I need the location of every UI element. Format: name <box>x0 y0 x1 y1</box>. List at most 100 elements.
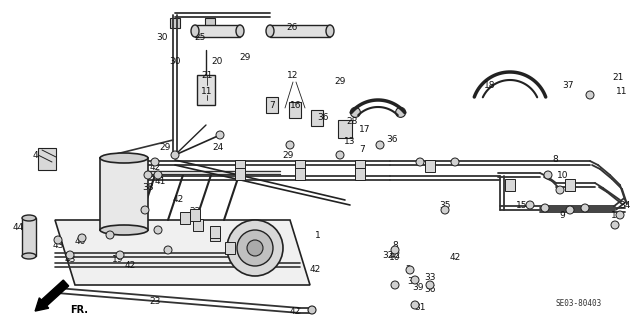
Text: 21: 21 <box>202 70 212 79</box>
Text: 31: 31 <box>414 303 426 313</box>
Circle shape <box>237 230 273 266</box>
Ellipse shape <box>100 225 148 235</box>
Circle shape <box>611 221 619 229</box>
Circle shape <box>391 281 399 289</box>
Circle shape <box>411 276 419 284</box>
Bar <box>295 160 305 172</box>
Circle shape <box>216 131 224 139</box>
Circle shape <box>336 151 344 159</box>
Text: 30: 30 <box>169 57 180 66</box>
Text: 8: 8 <box>392 241 398 249</box>
Bar <box>425 160 435 172</box>
Text: 8: 8 <box>552 155 558 165</box>
Text: 28: 28 <box>346 117 358 127</box>
Circle shape <box>426 281 434 289</box>
Bar <box>355 168 365 180</box>
Bar <box>190 209 200 221</box>
Ellipse shape <box>236 25 244 37</box>
Ellipse shape <box>191 25 199 37</box>
Bar <box>195 25 240 37</box>
Text: 5: 5 <box>212 227 218 236</box>
Bar <box>38 148 56 170</box>
Text: 13: 13 <box>344 137 356 146</box>
Ellipse shape <box>100 153 148 163</box>
Text: 32: 32 <box>382 250 394 259</box>
Text: 39: 39 <box>412 284 424 293</box>
FancyArrow shape <box>35 280 68 311</box>
Text: 34: 34 <box>620 201 630 210</box>
Text: 43: 43 <box>52 241 64 249</box>
Circle shape <box>106 231 114 239</box>
Circle shape <box>556 186 564 194</box>
Circle shape <box>416 158 424 166</box>
Text: 10: 10 <box>389 254 401 263</box>
Text: 16: 16 <box>291 100 301 109</box>
Bar <box>193 219 203 231</box>
Text: 19: 19 <box>112 256 124 264</box>
Bar <box>235 168 245 180</box>
Circle shape <box>171 151 179 159</box>
Bar <box>338 120 352 138</box>
Bar <box>22 218 36 256</box>
Text: SE03-80403: SE03-80403 <box>555 299 601 308</box>
Text: 3: 3 <box>225 243 231 253</box>
Text: 24: 24 <box>212 144 223 152</box>
Text: 37: 37 <box>563 80 573 90</box>
Bar <box>505 179 515 191</box>
Ellipse shape <box>22 253 36 259</box>
Text: 36: 36 <box>424 286 436 294</box>
Text: 36: 36 <box>407 278 419 286</box>
Bar <box>295 168 305 180</box>
Circle shape <box>526 201 534 209</box>
Polygon shape <box>55 220 310 285</box>
Text: 29: 29 <box>334 78 346 86</box>
Ellipse shape <box>22 215 36 221</box>
Bar <box>225 242 235 254</box>
Ellipse shape <box>266 25 274 37</box>
Bar <box>210 226 220 238</box>
Text: 42: 42 <box>149 164 161 173</box>
Text: 36: 36 <box>387 136 397 145</box>
Text: 40: 40 <box>74 238 86 247</box>
Circle shape <box>286 141 294 149</box>
Text: 25: 25 <box>195 33 205 42</box>
Circle shape <box>396 108 406 117</box>
Text: 21: 21 <box>612 73 624 83</box>
Circle shape <box>154 171 162 179</box>
Circle shape <box>616 211 624 219</box>
Text: 23: 23 <box>149 298 161 307</box>
Text: 29: 29 <box>239 54 251 63</box>
Circle shape <box>376 141 384 149</box>
Text: 42: 42 <box>449 254 461 263</box>
Bar <box>311 110 323 126</box>
Circle shape <box>247 240 263 256</box>
Bar <box>289 102 301 118</box>
Bar <box>235 160 245 172</box>
Circle shape <box>151 158 159 166</box>
Circle shape <box>54 236 62 244</box>
Circle shape <box>586 91 594 99</box>
Text: 41: 41 <box>154 177 166 187</box>
Text: 43: 43 <box>64 256 76 264</box>
Bar <box>205 18 215 28</box>
Bar <box>100 158 148 230</box>
Text: 42: 42 <box>124 261 136 270</box>
Bar <box>197 75 215 105</box>
Circle shape <box>78 234 86 242</box>
Circle shape <box>441 206 449 214</box>
Text: 6: 6 <box>105 227 111 236</box>
Circle shape <box>391 246 399 254</box>
Circle shape <box>66 251 74 259</box>
Text: 15: 15 <box>516 201 528 210</box>
Circle shape <box>116 251 124 259</box>
Text: 14: 14 <box>611 211 623 219</box>
Circle shape <box>406 266 414 274</box>
Bar <box>210 229 220 241</box>
Text: 42: 42 <box>289 308 301 316</box>
Text: 20: 20 <box>211 57 223 66</box>
Bar <box>170 18 180 28</box>
Circle shape <box>544 171 552 179</box>
Circle shape <box>566 206 574 214</box>
Text: 29: 29 <box>282 151 294 160</box>
Text: 26: 26 <box>286 24 298 33</box>
